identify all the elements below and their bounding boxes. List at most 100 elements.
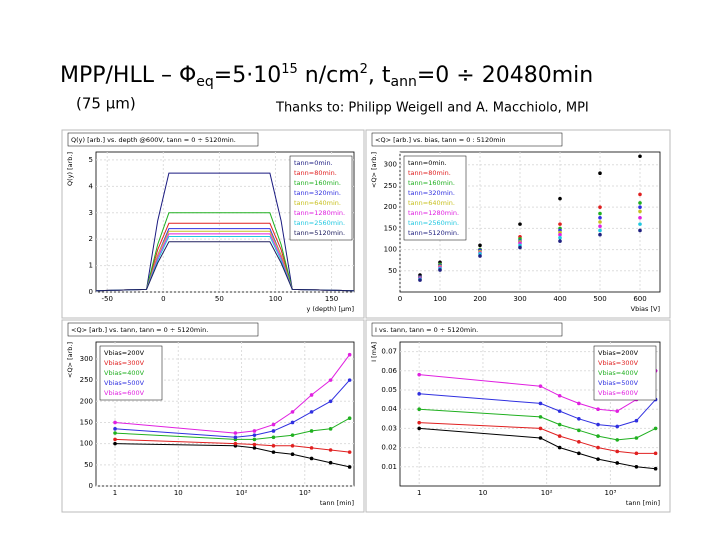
data-point xyxy=(557,393,562,398)
title-part: ann xyxy=(391,74,417,90)
x-tick-label: 10² xyxy=(236,489,248,497)
chart-panel: Q(y) [arb.] vs. depth @600V, tann = 0 ÷ … xyxy=(61,129,365,319)
data-point xyxy=(638,215,642,220)
data-point xyxy=(233,431,238,435)
data-point xyxy=(328,460,333,465)
data-point xyxy=(596,445,600,450)
data-point xyxy=(596,457,600,461)
data-point xyxy=(634,465,639,469)
legend-entry: Vbias=300V xyxy=(598,359,639,367)
legend-entry: tann=1280min. xyxy=(294,209,345,217)
data-point xyxy=(328,399,333,404)
data-point xyxy=(252,433,257,437)
y-tick-label: 100 xyxy=(384,246,397,254)
y-tick-label: 0.07 xyxy=(381,348,397,356)
legend-box xyxy=(403,155,467,241)
data-point xyxy=(557,445,562,450)
x-tick-label: 10² xyxy=(541,489,553,497)
chart-panel: I vs. tann, tann = 0 ÷ 5120min. 0.01 0.02 0… xyxy=(365,319,671,513)
legend-entry: tann=320min. xyxy=(408,189,455,197)
legend-entry: tann=640min. xyxy=(294,199,341,207)
data-point xyxy=(598,205,602,209)
data-point xyxy=(558,239,562,243)
data-point xyxy=(634,418,639,423)
x-tick-label: 10³ xyxy=(605,489,617,497)
legend-entry: Vbias=600V xyxy=(104,389,145,397)
y-axis-label: <Q> [arb.] xyxy=(66,342,74,378)
data-point xyxy=(615,449,620,454)
data-point xyxy=(558,196,562,201)
data-point xyxy=(271,443,276,448)
data-point xyxy=(478,254,482,258)
legend-entry: tann=2560min. xyxy=(294,219,345,227)
data-point xyxy=(638,209,642,214)
y-tick-label: 200 xyxy=(80,397,93,405)
legend-entry: Vbias=300V xyxy=(104,359,145,367)
series-line xyxy=(114,379,350,438)
data-point xyxy=(417,372,421,377)
data-point xyxy=(290,433,295,437)
y-tick-label: 1 xyxy=(89,262,93,270)
data-point xyxy=(113,441,117,446)
data-point xyxy=(653,426,658,431)
legend-entry: tann=0min. xyxy=(294,159,333,167)
data-point xyxy=(638,154,642,159)
data-point xyxy=(596,434,600,438)
x-tick-label: 200 xyxy=(473,295,486,303)
title-part: 2 xyxy=(360,62,368,77)
data-point xyxy=(598,171,602,176)
x-tick-label: 100 xyxy=(433,295,446,303)
data-point xyxy=(347,416,352,421)
data-point xyxy=(252,446,257,450)
legend-entry: tann=1280min. xyxy=(408,209,459,217)
data-point xyxy=(438,268,442,272)
subtitle: (75 μm) xyxy=(76,95,136,113)
title-part: 15 xyxy=(281,62,298,77)
data-point xyxy=(577,417,581,421)
data-point xyxy=(518,222,522,226)
data-point xyxy=(634,451,639,456)
data-point xyxy=(557,409,562,413)
series-line xyxy=(419,422,656,454)
data-point xyxy=(252,429,257,433)
legend-entry: tann=5120min. xyxy=(408,229,459,237)
y-tick-label: 50 xyxy=(84,461,93,469)
y-tick-label: 3 xyxy=(89,209,93,217)
legend-entry: Vbias=500V xyxy=(104,379,145,387)
y-tick-label: 250 xyxy=(384,182,397,190)
data-point xyxy=(538,384,543,388)
y-tick-label: 150 xyxy=(384,224,397,232)
title-part: =5·10 xyxy=(214,63,281,88)
x-tick-label: -50 xyxy=(101,295,112,303)
legend-entry: tann=5120min. xyxy=(294,229,345,237)
y-tick-label: 250 xyxy=(80,376,93,384)
data-point xyxy=(598,228,602,233)
legend-entry: tann=80min. xyxy=(408,169,451,177)
data-point xyxy=(347,450,352,454)
data-point xyxy=(309,393,314,397)
data-point xyxy=(653,451,658,456)
legend-box xyxy=(289,155,353,241)
data-point xyxy=(347,465,352,469)
title-box xyxy=(67,132,259,147)
y-tick-label: 0 xyxy=(89,482,93,490)
y-tick-label: 2 xyxy=(89,235,93,243)
x-tick-label: 1 xyxy=(113,489,117,497)
title-box xyxy=(371,132,563,147)
data-point xyxy=(538,426,543,431)
chart-title: <Q> [arb.] vs. bias, tann = 0 : 5120min xyxy=(375,136,505,144)
chart-panel: <Q> [arb.] vs. bias, tann = 0 : 5120min 5… xyxy=(365,129,671,319)
x-axis-label: tann [min] xyxy=(320,499,354,507)
x-tick-label: 1 xyxy=(417,489,421,497)
data-point xyxy=(417,426,421,431)
chart-panel: <Q> [arb.] vs. tann, tann = 0 ÷ 5120min.… xyxy=(61,319,365,513)
y-axis-label: I [mA] xyxy=(370,342,378,362)
data-point xyxy=(113,431,117,435)
slide-title: MPP/HLL – Φeq=5·1015 n/cm2, tann=0 ÷ 204… xyxy=(60,62,593,91)
data-point xyxy=(577,440,581,444)
data-point xyxy=(638,205,642,209)
x-tick-label: 100 xyxy=(269,295,282,303)
title-part: =0 ÷ 20480min xyxy=(417,63,593,88)
data-point xyxy=(558,222,562,226)
x-tick-label: 0 xyxy=(161,295,165,303)
